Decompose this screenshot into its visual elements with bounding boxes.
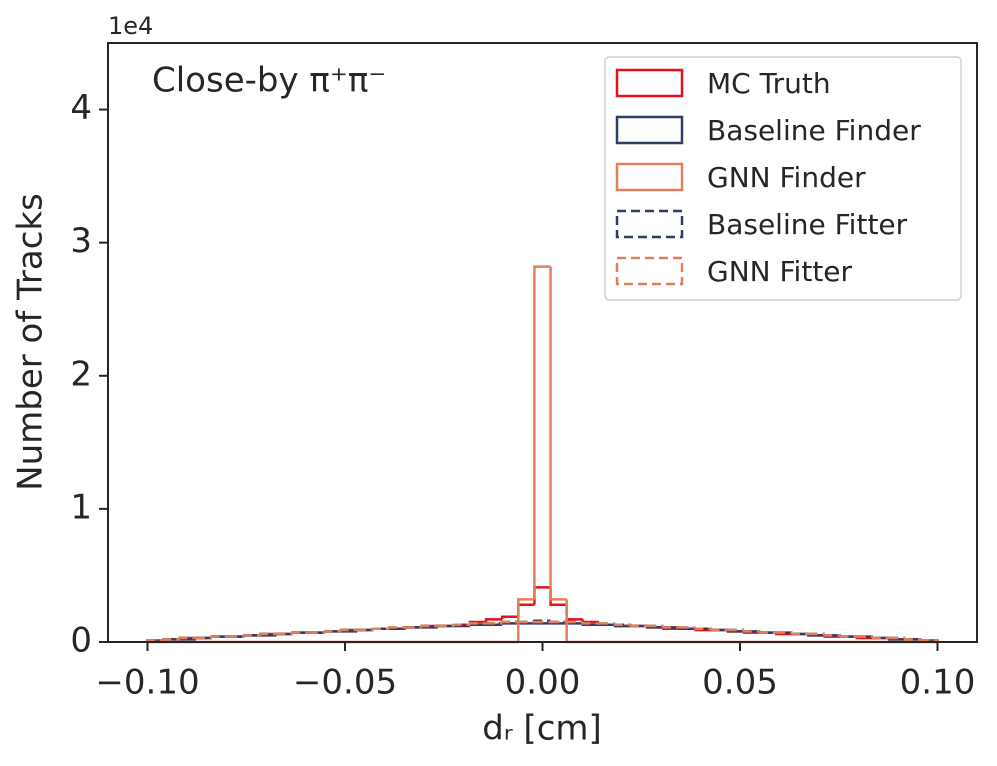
annotation: Close-by π⁺π⁻ — [152, 61, 386, 101]
legend-patch — [615, 209, 684, 239]
histogram-step — [839, 635, 857, 638]
histogram-step — [662, 626, 680, 629]
y-axis-label: Number of Tracks — [11, 193, 51, 491]
histogram-step — [420, 624, 438, 628]
legend-patch — [615, 256, 684, 286]
y-offset-label: 1e4 — [108, 12, 153, 40]
legend-label: GNN Fitter — [707, 255, 853, 288]
histogram-step — [742, 630, 761, 633]
histogram-step — [791, 632, 809, 636]
histogram-step — [452, 623, 470, 627]
legend-box — [604, 56, 962, 301]
x-tick-label: 0.10 — [900, 663, 976, 703]
x-tick-label: −0.10 — [95, 663, 199, 703]
histogram-step — [500, 615, 519, 620]
histogram-step — [162, 638, 180, 641]
histogram-step — [533, 586, 551, 605]
y-tick-label: 3 — [70, 221, 92, 261]
histogram-step — [517, 598, 535, 642]
histogram-step — [549, 266, 567, 601]
histogram-step — [484, 618, 503, 623]
histogram-step — [710, 628, 728, 632]
histogram-step — [178, 636, 196, 640]
y-tick-label: 0 — [70, 621, 92, 661]
histogram-step — [500, 622, 519, 625]
histogram-step — [291, 631, 309, 635]
histogram-step — [500, 620, 519, 624]
legend-patch — [615, 162, 684, 192]
histogram-step — [468, 622, 487, 625]
x-axis-label: dᵣ [cm] — [482, 709, 602, 749]
legend-patch — [615, 115, 684, 145]
legend-label: Baseline Fitter — [707, 208, 908, 241]
histogram-step — [694, 627, 712, 630]
legend-label: GNN Finder — [707, 161, 866, 194]
histogram-step — [565, 604, 583, 621]
histogram-step — [533, 265, 551, 600]
histogram-step — [871, 636, 890, 640]
histogram-step — [581, 622, 599, 625]
histogram-step — [259, 632, 277, 636]
plot-area — [146, 265, 939, 644]
histogram-step — [581, 619, 599, 624]
histogram-step — [629, 624, 648, 628]
histogram-step — [758, 631, 777, 634]
y-tick-label: 2 — [70, 354, 92, 394]
legend-patch — [615, 68, 684, 98]
histogram-step — [323, 630, 341, 633]
legend: MC Truth Baseline Finder GNN Finder Baselin… — [604, 56, 962, 301]
histogram-step — [517, 603, 535, 617]
legend-label: MC Truth — [707, 67, 831, 100]
histogram-step — [613, 623, 632, 626]
histogram-step — [904, 638, 922, 641]
histogram-step — [242, 634, 261, 637]
y-tick-label: 4 — [70, 88, 92, 128]
histogram-step — [565, 599, 583, 644]
histogram-step — [339, 628, 358, 632]
x-tick-label: 0.00 — [505, 663, 581, 703]
histogram-step — [823, 634, 841, 637]
histogram-step — [210, 635, 229, 639]
histogram-step — [371, 627, 390, 631]
x-tick-label: 0.05 — [702, 663, 778, 703]
y-tick-label: 1 — [70, 487, 92, 527]
histogram-step — [549, 587, 567, 606]
x-tick-label: −0.05 — [293, 663, 397, 703]
histogram-step — [388, 626, 406, 629]
legend-label: Baseline Finder — [707, 114, 921, 147]
